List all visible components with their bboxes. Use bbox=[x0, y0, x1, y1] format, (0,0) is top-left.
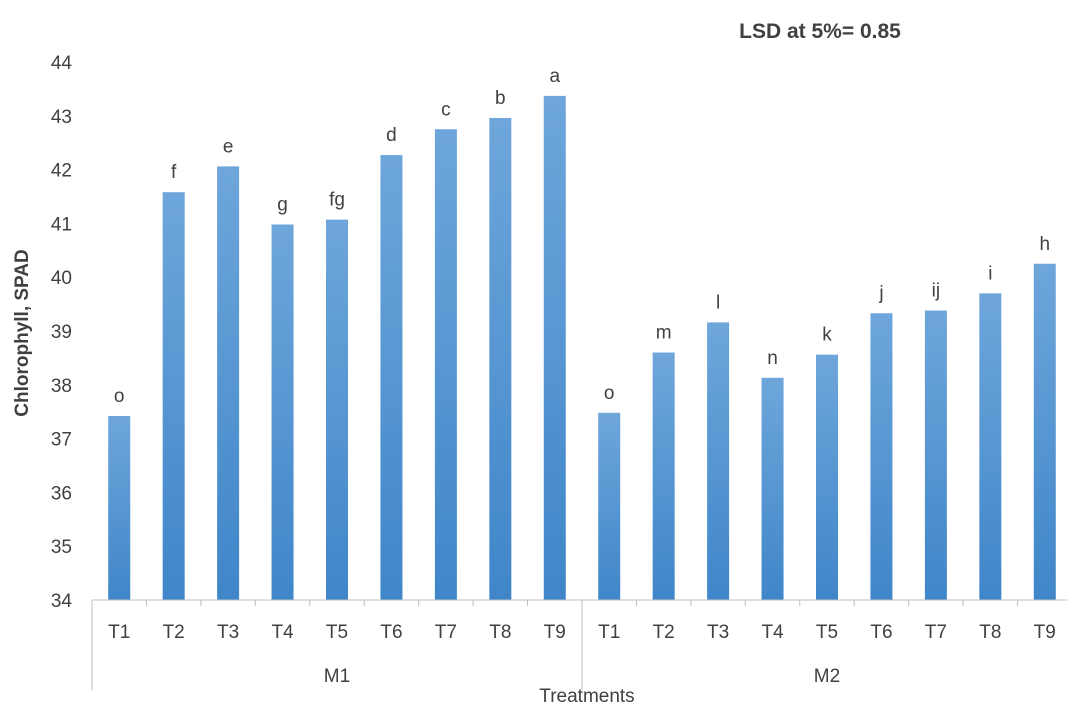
bar-significance-label: k bbox=[822, 325, 832, 346]
bar bbox=[380, 155, 403, 600]
bar bbox=[489, 117, 512, 601]
x-group-label: M1 bbox=[324, 666, 350, 687]
bar bbox=[816, 354, 838, 600]
x-category-label: T8 bbox=[979, 622, 1001, 643]
bar bbox=[1033, 263, 1056, 600]
y-tick-label: 44 bbox=[51, 53, 73, 74]
bar-significance-label: d bbox=[386, 125, 397, 146]
lsd-annotation: LSD at 5%= 0.85 bbox=[739, 20, 901, 43]
x-category-label: T4 bbox=[271, 622, 294, 643]
bar bbox=[162, 192, 185, 601]
y-tick-label: 36 bbox=[51, 483, 72, 504]
bar bbox=[598, 412, 621, 600]
x-axis-title: Treatments bbox=[539, 686, 634, 706]
x-category-label: T7 bbox=[925, 622, 947, 643]
bar bbox=[652, 352, 675, 600]
x-category-label: T1 bbox=[598, 622, 620, 643]
bar-significance-label: j bbox=[878, 283, 883, 304]
bar-significance-label: l bbox=[716, 292, 720, 313]
y-tick-label: 39 bbox=[51, 322, 72, 343]
y-tick-label: 37 bbox=[51, 430, 72, 451]
bar-significance-label: i bbox=[988, 263, 992, 284]
y-tick-label: 38 bbox=[51, 376, 72, 397]
y-axis-title: Chlorophyll, SPAD bbox=[12, 249, 33, 416]
x-category-label: T9 bbox=[544, 622, 566, 643]
bar bbox=[979, 293, 1002, 600]
bar-significance-label: c bbox=[441, 99, 451, 120]
y-tick-label: 42 bbox=[51, 161, 72, 182]
bar-significance-label: n bbox=[767, 348, 778, 369]
x-category-label: T9 bbox=[1034, 622, 1056, 643]
bar-significance-label: fg bbox=[329, 190, 345, 211]
bar-significance-label: g bbox=[277, 194, 288, 215]
bar-significance-label: f bbox=[171, 162, 177, 183]
y-tick-label: 41 bbox=[51, 214, 72, 235]
bar-significance-label: h bbox=[1039, 234, 1050, 255]
bar bbox=[217, 166, 240, 600]
x-category-label: T2 bbox=[163, 622, 185, 643]
x-category-label: T5 bbox=[326, 622, 348, 643]
x-category-label: T2 bbox=[653, 622, 675, 643]
bar bbox=[108, 416, 131, 600]
bar bbox=[761, 377, 784, 600]
y-tick-label: 34 bbox=[51, 591, 73, 612]
y-axis: 34 35 36 37 38 39 40 41 42 43 44 bbox=[51, 53, 73, 612]
x-group-label: M2 bbox=[814, 666, 840, 687]
x-category-label: T5 bbox=[816, 622, 838, 643]
bar-significance-label: m bbox=[656, 323, 672, 344]
x-category-label: T4 bbox=[761, 622, 784, 643]
x-category-label: T8 bbox=[489, 622, 511, 643]
x-category-label: T6 bbox=[380, 622, 402, 643]
bar-significance-label: o bbox=[114, 386, 125, 407]
x-category-label: T3 bbox=[217, 622, 239, 643]
bar bbox=[326, 219, 348, 600]
x-category-label: T3 bbox=[707, 622, 729, 643]
x-category-label: T1 bbox=[108, 622, 130, 643]
bars: o f e g fg d c b a o m l n k j ij i h bbox=[108, 66, 1056, 601]
bar-significance-label: a bbox=[549, 66, 560, 87]
bar-significance-label: ij bbox=[932, 281, 940, 302]
bar bbox=[870, 313, 893, 600]
y-tick-label: 43 bbox=[51, 107, 72, 128]
y-tick-label: 35 bbox=[51, 537, 72, 558]
y-tick-label: 40 bbox=[51, 268, 72, 289]
bar-significance-label: b bbox=[495, 88, 506, 109]
bar bbox=[434, 129, 457, 600]
bar-significance-label: o bbox=[604, 383, 615, 404]
bar bbox=[543, 95, 566, 601]
x-axis: T1 T2 T3 T4 T5 T6 T7 T8 T9 M1 T1 T2 T3 T4 T5 T6 T7 T8 T9 M2 bbox=[91, 599, 1067, 690]
bar bbox=[707, 322, 730, 600]
x-category-label: T6 bbox=[870, 622, 892, 643]
bar bbox=[271, 224, 294, 600]
bar-significance-label: e bbox=[223, 136, 234, 157]
x-category-label: T7 bbox=[435, 622, 457, 643]
bar bbox=[924, 310, 947, 600]
